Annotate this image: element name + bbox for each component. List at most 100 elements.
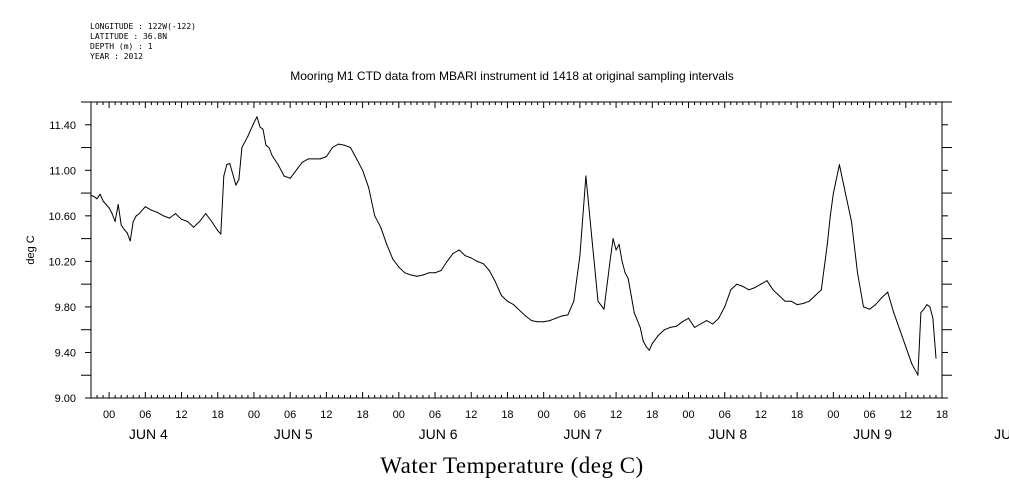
data-point <box>126 232 128 234</box>
x-day-label: JUN 7 <box>563 426 602 442</box>
y-tick-label: 10.20 <box>48 256 76 268</box>
data-point <box>706 320 708 322</box>
data-point <box>268 147 270 148</box>
data-point <box>718 317 720 319</box>
data-point <box>416 275 418 277</box>
data-point <box>603 308 605 310</box>
data-point <box>313 158 315 160</box>
data-point <box>217 230 219 232</box>
data-point <box>440 270 442 271</box>
data-point <box>591 238 593 240</box>
x-tick-label: 00 <box>538 409 550 421</box>
data-point <box>235 184 237 186</box>
x-tick-label: 12 <box>755 409 767 421</box>
y-tick-label: 11.40 <box>49 120 76 132</box>
x-day-label: JUN 9 <box>853 426 892 442</box>
data-point <box>784 300 786 302</box>
x-tick-label: 00 <box>248 409 260 421</box>
depth-text: DEPTH (m) : 1 <box>90 42 153 51</box>
data-point <box>464 255 466 257</box>
data-point <box>844 192 846 194</box>
data-point <box>500 295 502 296</box>
data-point <box>410 274 412 276</box>
data-point <box>111 213 113 215</box>
data-point <box>645 346 647 348</box>
year-text: YEAR : 2012 <box>90 52 143 61</box>
series-layer <box>90 116 937 376</box>
y-axis-label: deg C <box>25 235 37 264</box>
x-tick-label: 12 <box>465 409 477 421</box>
data-point <box>899 329 901 331</box>
data-point <box>132 221 134 222</box>
data-point <box>513 304 514 306</box>
data-point <box>700 323 702 325</box>
data-point <box>814 295 816 296</box>
x-day-label: JUN 8 <box>708 426 747 442</box>
x-day-label: JUN 5 <box>274 426 313 442</box>
longitude-text: LONGITUDE : 122W(-122) <box>90 22 196 31</box>
x-tick-label: 12 <box>320 409 332 421</box>
data-point <box>875 304 877 306</box>
x-tick-label: 06 <box>863 409 875 421</box>
x-day-label: JUN 4 <box>129 426 168 442</box>
data-point <box>259 126 261 128</box>
axes-layer <box>90 101 943 399</box>
data-point <box>295 169 297 171</box>
data-point <box>624 272 626 274</box>
data-point <box>374 215 376 217</box>
data-point <box>829 215 831 217</box>
data-point <box>392 258 394 260</box>
x-tick-label: 06 <box>429 409 441 421</box>
data-point <box>446 260 448 262</box>
data-point <box>265 144 267 146</box>
data-point <box>117 204 119 205</box>
x-tick-label: 12 <box>175 409 187 421</box>
data-point <box>169 217 170 219</box>
data-point <box>380 226 382 228</box>
data-point <box>220 233 222 235</box>
data-point <box>543 321 545 323</box>
x-tick-label: 12 <box>610 409 622 421</box>
data-point <box>428 272 430 274</box>
data-point <box>754 287 756 289</box>
data-point <box>223 175 225 177</box>
data-point <box>851 221 852 222</box>
x-tick-label: 18 <box>791 409 803 421</box>
data-point <box>470 257 472 259</box>
data-point <box>108 207 110 209</box>
data-point <box>199 221 201 222</box>
x-tick-label: 06 <box>719 409 731 421</box>
labels-layer: 00 06 12 18 00 06 12 18 00 06 12 18 00 06 12 18 00 06 12 18… <box>48 120 1009 442</box>
data-point <box>911 363 913 365</box>
data-point <box>253 122 255 123</box>
y-tick-label: 9.40 <box>55 347 76 359</box>
data-point <box>301 161 303 163</box>
y-tick-label: 10.60 <box>48 211 76 223</box>
ticks-layer <box>81 101 952 399</box>
data-point <box>226 164 228 166</box>
data-point <box>99 193 101 195</box>
x-tick-label: 06 <box>574 409 586 421</box>
x-axis-title: Water Temperature (deg C) <box>380 453 644 478</box>
data-point <box>247 135 249 137</box>
data-point <box>567 314 569 316</box>
chart-title: Mooring M1 CTD data from MBARI instrumen… <box>290 69 734 83</box>
x-tick-label: 00 <box>827 409 839 421</box>
data-point <box>597 300 599 302</box>
data-point <box>760 283 762 285</box>
data-point <box>156 211 158 213</box>
data-point <box>663 329 665 331</box>
data-point <box>114 221 116 222</box>
data-point <box>790 300 792 302</box>
data-point <box>241 147 243 148</box>
data-point <box>766 280 768 282</box>
data-point <box>211 221 213 222</box>
data-point <box>482 263 484 265</box>
data-point <box>724 306 726 308</box>
data-point <box>609 260 611 262</box>
data-point <box>289 177 291 179</box>
data-point <box>519 309 520 311</box>
data-point <box>331 147 333 148</box>
data-point <box>283 175 285 177</box>
data-point <box>893 312 895 314</box>
